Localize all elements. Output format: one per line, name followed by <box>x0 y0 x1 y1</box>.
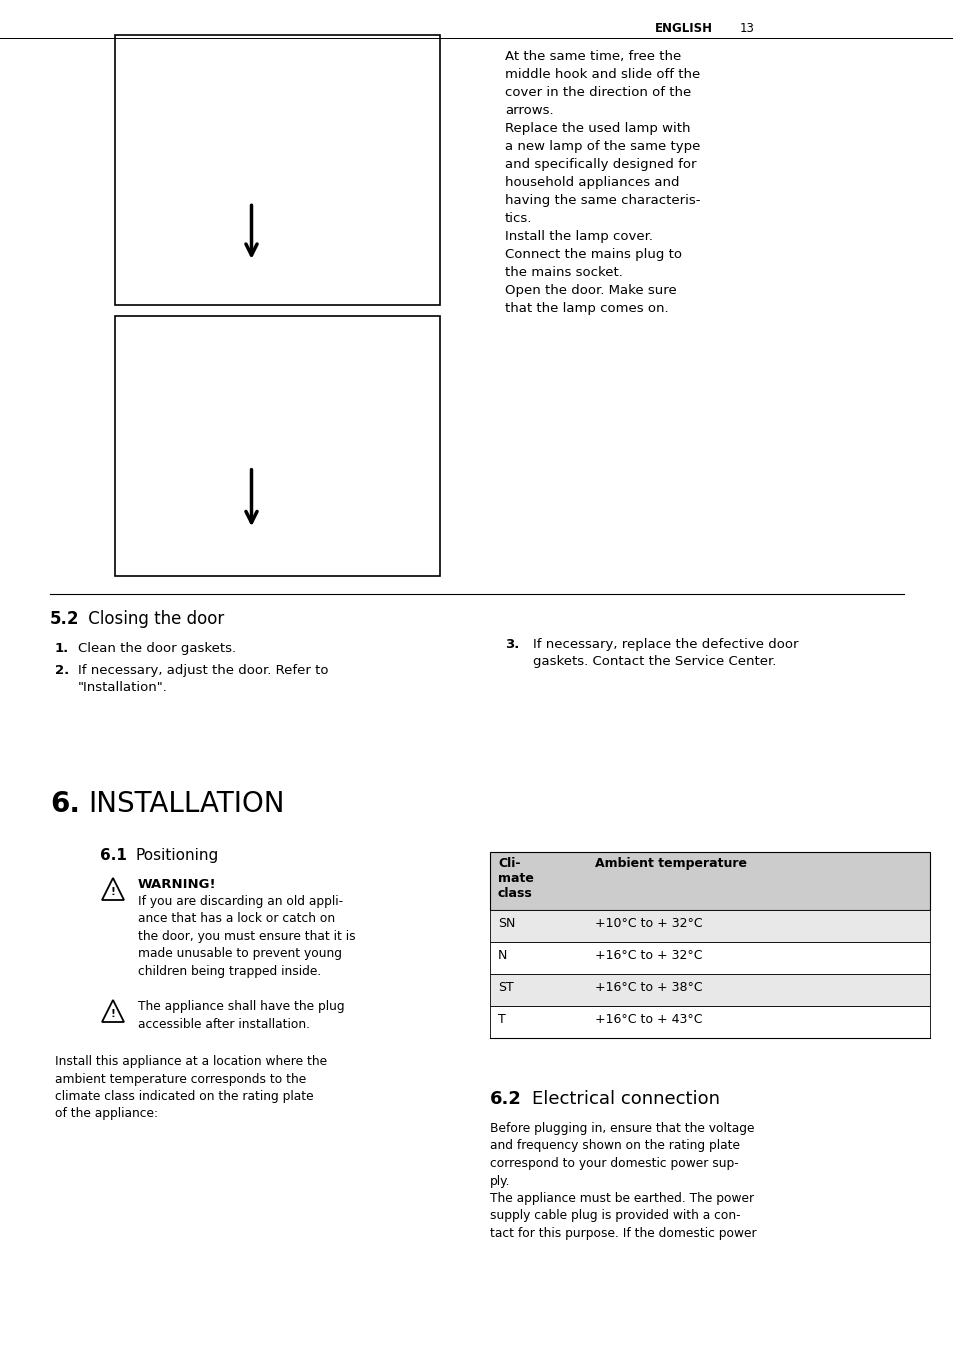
Text: INSTALLATION: INSTALLATION <box>88 790 284 818</box>
Text: !: ! <box>111 1009 115 1019</box>
Text: 2.: 2. <box>55 664 70 677</box>
Text: !: ! <box>111 887 115 896</box>
Text: Clean the door gaskets.: Clean the door gaskets. <box>78 642 236 654</box>
Bar <box>115 316 439 576</box>
Polygon shape <box>102 877 124 900</box>
Text: 5.2: 5.2 <box>50 610 79 627</box>
Text: ENGLISH: ENGLISH <box>655 22 712 35</box>
Text: 1.: 1. <box>55 642 70 654</box>
Text: +10°C to + 32°C: +10°C to + 32°C <box>595 917 702 930</box>
Text: Before plugging in, ensure that the voltage
and frequency shown on the rating pl: Before plugging in, ensure that the volt… <box>490 1122 756 1240</box>
Text: +16°C to + 32°C: +16°C to + 32°C <box>595 949 701 963</box>
Bar <box>490 973 929 1006</box>
Text: +16°C to + 43°C: +16°C to + 43°C <box>595 1013 701 1026</box>
Text: If necessary, replace the defective door
gaskets. Contact the Service Center.: If necessary, replace the defective door… <box>533 638 798 668</box>
Bar <box>490 942 929 973</box>
Bar <box>490 852 929 910</box>
Text: 3.: 3. <box>504 638 518 652</box>
Text: Cli-
mate
class: Cli- mate class <box>497 857 534 900</box>
Text: ST: ST <box>497 982 514 994</box>
Bar <box>490 910 929 942</box>
Text: At the same time, free the
middle hook and slide off the
cover in the direction : At the same time, free the middle hook a… <box>504 50 700 315</box>
Text: WARNING!: WARNING! <box>138 877 216 891</box>
Text: If necessary, adjust the door. Refer to
"Installation".: If necessary, adjust the door. Refer to … <box>78 664 328 694</box>
Text: The appliance shall have the plug
accessible after installation.: The appliance shall have the plug access… <box>138 1000 344 1030</box>
Text: 6.: 6. <box>50 790 80 818</box>
Text: Positioning: Positioning <box>136 848 219 863</box>
Text: SN: SN <box>497 917 515 930</box>
Bar <box>490 1006 929 1038</box>
Text: N: N <box>497 949 507 963</box>
Text: Install this appliance at a location where the
ambient temperature corresponds t: Install this appliance at a location whe… <box>55 1055 327 1121</box>
Polygon shape <box>102 1000 124 1022</box>
Text: 6.2: 6.2 <box>490 1090 521 1109</box>
Text: T: T <box>497 1013 505 1026</box>
Text: Closing the door: Closing the door <box>83 610 224 627</box>
Text: 13: 13 <box>740 22 754 35</box>
Text: +16°C to + 38°C: +16°C to + 38°C <box>595 982 702 994</box>
Text: Electrical connection: Electrical connection <box>532 1090 720 1109</box>
Text: 6.1: 6.1 <box>100 848 127 863</box>
Bar <box>115 35 439 306</box>
Text: If you are discarding an old appli-
ance that has a lock or catch on
the door, y: If you are discarding an old appli- ance… <box>138 895 355 977</box>
Text: Ambient temperature: Ambient temperature <box>595 857 746 869</box>
